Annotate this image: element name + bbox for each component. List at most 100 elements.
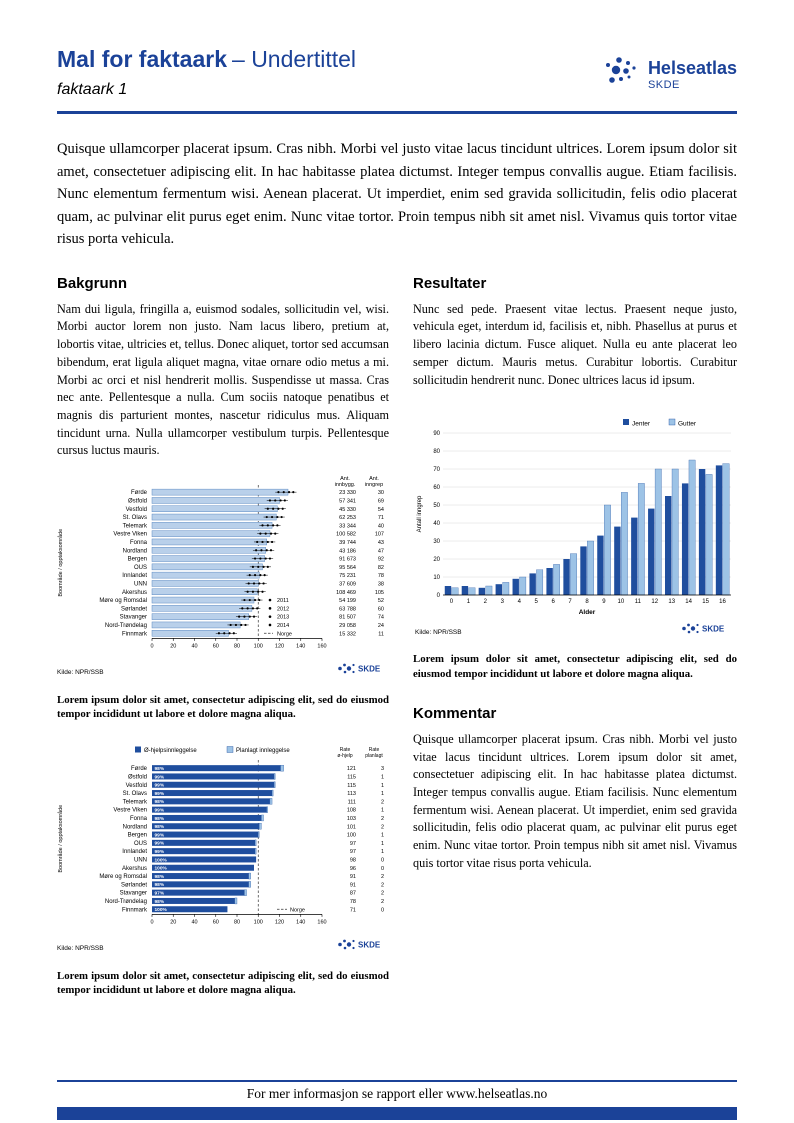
svg-text:Nordland: Nordland [123, 548, 147, 554]
ohjelp-bar [152, 781, 275, 788]
jenter-bar [461, 586, 469, 596]
svg-text:121: 121 [347, 766, 356, 772]
svg-text:40: 40 [191, 919, 197, 925]
svg-text:ø-hjelp: ø-hjelp [337, 753, 353, 759]
svg-text:6: 6 [551, 599, 555, 605]
svg-text:107: 107 [375, 532, 384, 538]
svg-text:OUS: OUS [134, 841, 147, 847]
heading-bakgrunn: Bakgrunn [57, 274, 128, 292]
bakgrunn-text: Nam dui ligula, fringilla a, euismod sod… [57, 301, 389, 458]
svg-text:160: 160 [317, 919, 326, 925]
page-title: Mal for faktaark – Undertittel [57, 46, 356, 72]
svg-text:140: 140 [296, 919, 305, 925]
svg-text:Vestfold: Vestfold [126, 507, 147, 513]
chart3-svg: Ø-hjelpsinnleggelse Planlagt innleggelse F… [57, 745, 384, 952]
svg-text:60: 60 [213, 643, 219, 649]
svg-text:2014: 2014 [277, 623, 289, 629]
jenter-bar [444, 586, 452, 596]
svg-text:Akershus: Akershus [122, 590, 147, 596]
logo-sub: SKDE [647, 78, 680, 91]
chart-innleggelse-by-omrade: Ø-hjelpsinnleggelse Planlagt innleggelse F… [57, 744, 389, 961]
svg-text:Nord-Trøndelag: Nord-Trøndelag [105, 623, 147, 629]
svg-text:UNN: UNN [134, 857, 147, 863]
svg-text:0: 0 [437, 593, 441, 599]
left-column: Bakgrunn Nam dui ligula, fringilla a, eu… [57, 275, 389, 998]
svg-text:UNN: UNN [134, 581, 147, 587]
svg-text:Bergen: Bergen [128, 832, 147, 838]
svg-text:Finnmark: Finnmark [122, 631, 148, 637]
svg-text:103: 103 [347, 816, 356, 822]
svg-text:37 609: 37 609 [339, 581, 356, 587]
svg-text:101: 101 [347, 824, 356, 830]
svg-text:98%: 98% [155, 874, 165, 880]
svg-text:Akershus: Akershus [122, 865, 147, 871]
svg-text:Bergen: Bergen [128, 557, 147, 563]
planlagt-bar [234, 897, 238, 904]
jenter-bar [698, 469, 706, 596]
svg-text:1: 1 [381, 774, 384, 780]
svg-text:80: 80 [433, 449, 440, 455]
svg-text:39 744: 39 744 [339, 540, 356, 546]
svg-text:99%: 99% [155, 832, 165, 838]
svg-text:SKDE: SKDE [358, 664, 381, 673]
svg-text:69: 69 [378, 498, 384, 504]
svg-text:12: 12 [651, 599, 658, 605]
ohjelp-bar [152, 847, 256, 854]
svg-text:47: 47 [378, 548, 384, 554]
svg-text:Vestfold: Vestfold [126, 782, 147, 788]
rate-bar [151, 563, 263, 571]
svg-text:2: 2 [381, 816, 384, 822]
svg-text:1: 1 [381, 791, 384, 797]
chart1-svg: Førde 23 330 30 Østfold 57 341 69 Vestfold 45 3… [57, 476, 384, 676]
svg-text:OUS: OUS [134, 565, 147, 571]
kommentar-text: Quisque ullamcorper placerat ipsum. Cras… [413, 731, 737, 870]
gutter-bar [553, 564, 560, 596]
svg-text:Fonna: Fonna [130, 816, 148, 822]
page-subtitle: faktaark 1 [57, 81, 128, 99]
skde-logo: SKDE [682, 623, 725, 634]
ohjelp-bar [152, 773, 275, 780]
svg-text:Boområde / opptaksområde: Boområde / opptaksområde [57, 804, 64, 872]
logo-text: Helseatlas SKDE [648, 59, 737, 91]
header-rule [57, 111, 737, 115]
jenter-bar [529, 573, 536, 596]
svg-text:98%: 98% [155, 824, 165, 830]
gutter-bar [604, 505, 611, 596]
skde-logo: SKDE [338, 939, 381, 949]
svg-text:2: 2 [381, 824, 384, 830]
svg-text:0: 0 [150, 643, 153, 649]
svg-text:1: 1 [381, 807, 384, 813]
svg-text:3: 3 [381, 766, 384, 772]
ohjelp-bar [152, 814, 262, 821]
ohjelp-bar [152, 872, 249, 879]
planlagt-bar [244, 889, 247, 896]
svg-text:20: 20 [170, 919, 176, 925]
svg-text:97: 97 [350, 841, 356, 847]
svg-text:160: 160 [317, 643, 326, 649]
svg-text:7: 7 [568, 599, 572, 605]
ohjelp-bar [152, 889, 245, 896]
svg-text:planlagt: planlagt [365, 753, 383, 759]
gutter-bar [705, 474, 713, 596]
svg-text:innbygg.: innbygg. [335, 482, 356, 488]
jenter-bar [665, 496, 672, 596]
svg-text:95 564: 95 564 [339, 565, 356, 571]
planlagt-bar [280, 764, 284, 771]
svg-text:Jenter: Jenter [632, 421, 651, 428]
svg-text:2013: 2013 [277, 615, 289, 621]
header: Mal for faktaark – Undertittel faktaark 1… [57, 0, 737, 99]
svg-text:1: 1 [467, 599, 471, 605]
title-block: Mal for faktaark – Undertittel faktaark 1 [57, 46, 356, 99]
rate-bar [151, 538, 267, 546]
svg-text:16: 16 [719, 599, 726, 605]
footer-text: For mer informasjon se rapport eller www… [246, 1086, 548, 1101]
svg-text:43: 43 [378, 540, 384, 546]
svg-text:Gutter: Gutter [678, 421, 697, 428]
svg-text:Møre og Romsdal: Møre og Romsdal [99, 598, 147, 604]
rate-bar [151, 530, 271, 537]
gutter-bar [485, 586, 493, 596]
footer-bar [57, 1107, 737, 1120]
planlagt-bar [248, 872, 251, 879]
planlagt-bar [274, 772, 276, 780]
svg-text:Møre og Romsdal: Møre og Romsdal [99, 874, 147, 880]
